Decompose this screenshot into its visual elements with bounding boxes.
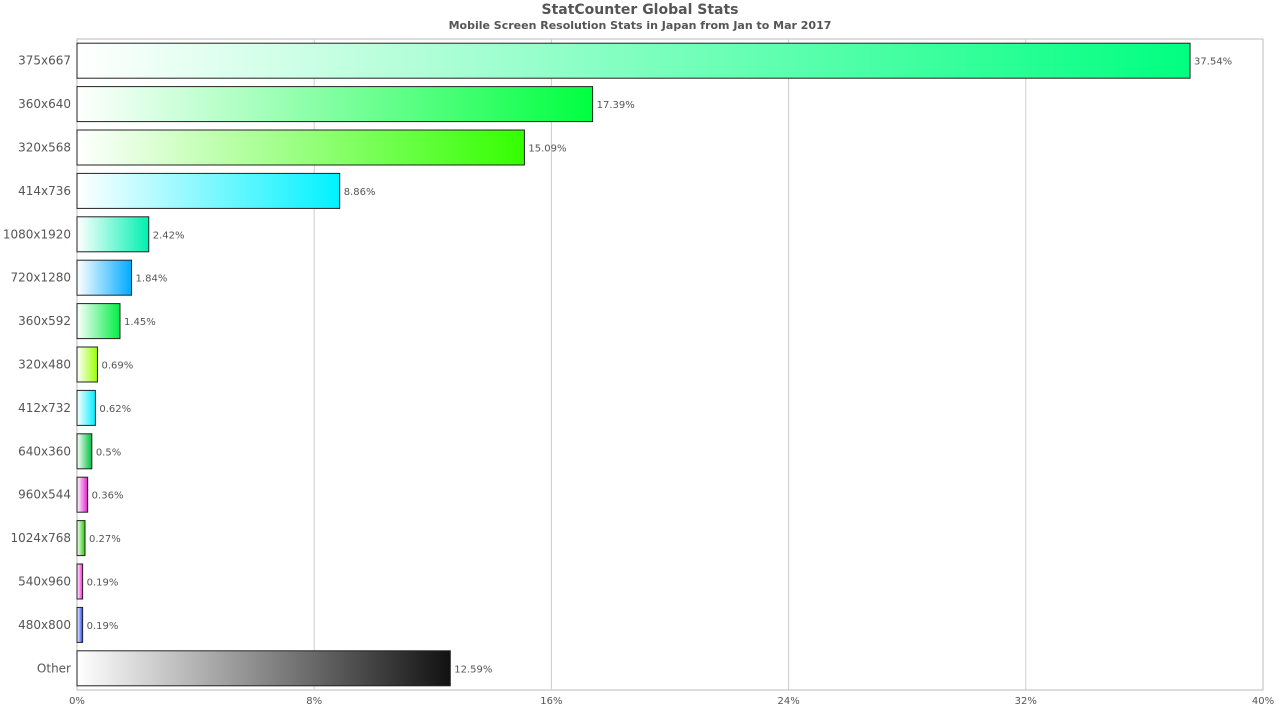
grid-layer — [76, 38, 1264, 691]
category-label: Other — [37, 661, 71, 675]
category-label: 1024x768 — [10, 531, 71, 545]
chart-title: StatCounter Global Stats — [541, 2, 738, 18]
x-tick-label: 16% — [540, 696, 562, 707]
x-tick-label: 24% — [777, 696, 799, 707]
value-label: 0.19% — [87, 621, 119, 632]
bar-960x544 — [76, 476, 89, 513]
value-label: 1.84% — [136, 274, 168, 285]
labels-layer: 375x667 37.54% 360x640 17.39% 320x568 15.09% 4… — [3, 54, 1232, 676]
bar-320x480 — [76, 346, 98, 383]
category-label: 960x544 — [18, 488, 71, 502]
category-label: 720x1280 — [10, 271, 71, 285]
value-label: 0.36% — [92, 491, 124, 502]
value-label: 15.09% — [528, 144, 566, 155]
chart-subtitle: Mobile Screen Resolution Stats in Japan … — [449, 19, 832, 32]
category-label: 320x480 — [18, 358, 71, 372]
category-label: 540x960 — [18, 575, 71, 589]
bar-1024x768 — [76, 520, 86, 557]
value-label: 0.69% — [101, 361, 133, 372]
x-axis-ticks: 0% 8% 16% 24% 32% 40% — [69, 696, 1274, 707]
value-label: 17.39% — [597, 100, 635, 111]
x-tick-label: 0% — [69, 696, 85, 707]
value-label: 37.54% — [1194, 57, 1232, 68]
category-label: 412x732 — [18, 401, 71, 415]
category-label: 360x592 — [18, 314, 71, 328]
x-tick-label: 32% — [1015, 696, 1037, 707]
value-label: 2.42% — [153, 230, 185, 241]
value-label: 1.45% — [124, 317, 156, 328]
value-label: 0.5% — [96, 447, 121, 458]
bars-layer — [76, 42, 1191, 687]
bar-360x592 — [76, 303, 121, 340]
category-label: 1080x1920 — [3, 227, 71, 241]
value-label: 0.62% — [99, 404, 131, 415]
bar-1080x1920 — [76, 216, 150, 253]
category-label: 320x568 — [18, 141, 71, 155]
bar-640x360 — [76, 433, 93, 470]
bar-480x800 — [76, 606, 84, 643]
value-label: 0.19% — [87, 578, 119, 589]
bar-360x640 — [76, 86, 594, 123]
category-label: 375x667 — [18, 54, 71, 68]
category-label: 480x800 — [18, 618, 71, 632]
value-label: 12.59% — [454, 664, 492, 675]
bar-other — [76, 650, 451, 687]
bar-414x736 — [76, 172, 341, 209]
category-label: 414x736 — [18, 184, 71, 198]
category-label: 640x360 — [18, 444, 71, 458]
value-label: 0.27% — [89, 534, 121, 545]
bar-375x667 — [76, 42, 1191, 79]
x-tick-label: 40% — [1252, 696, 1274, 707]
bar-540x960 — [76, 563, 84, 600]
bar-320x568 — [76, 129, 525, 166]
bar-720x1280 — [76, 259, 133, 296]
value-label: 8.86% — [344, 187, 376, 198]
bar-412x732 — [76, 389, 96, 426]
category-label: 360x640 — [18, 97, 71, 111]
x-tick-label: 8% — [306, 696, 322, 707]
